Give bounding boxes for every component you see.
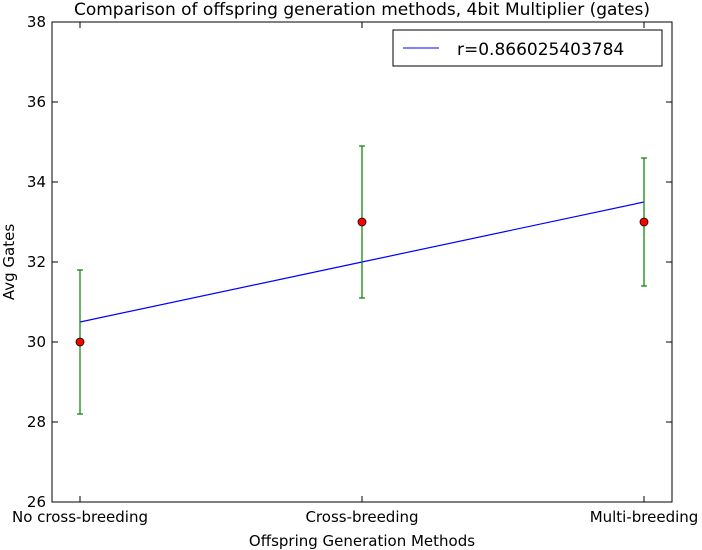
chart-title: Comparison of offspring generation metho… [74,0,650,20]
x-tick-label-2: Multi-breeding [590,508,699,526]
legend-label: r=0.866025403784 [457,40,624,60]
x-tick-label-0: No cross-breeding [12,508,148,526]
plot-series [75,145,649,415]
x-axis-label: Offspring Generation Methods [249,532,475,550]
y-tick-label-1: 28 [27,413,46,431]
data-point-2 [639,217,649,227]
data-point-1 [357,217,367,227]
y-axis: 26 28 30 32 34 36 38 [27,13,672,511]
x-axis: No cross-breeding Cross-breeding Multi-bre… [12,22,698,526]
x-tick-label-1: Cross-breeding [305,508,418,526]
y-tick-label-6: 38 [27,13,46,31]
y-tick-label-3: 32 [27,253,46,271]
y-tick-label-5: 36 [27,93,46,111]
y-tick-label-2: 30 [27,333,46,351]
y-axis-label: Avg Gates [0,224,18,300]
y-tick-label-0: 26 [27,493,46,511]
legend: r=0.866025403784 [392,29,663,67]
data-point-0 [75,337,85,347]
y-tick-label-4: 34 [27,173,46,191]
